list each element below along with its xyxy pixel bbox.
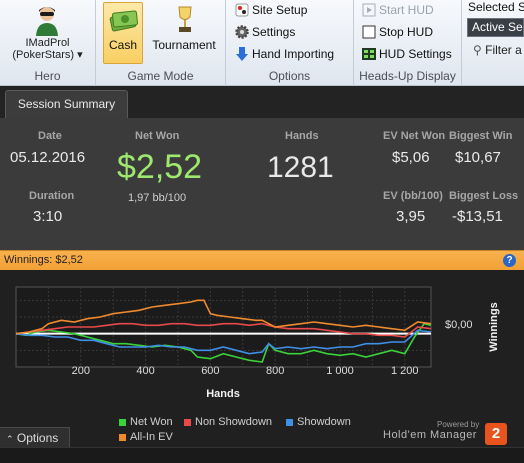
settings-label: Settings: [252, 25, 296, 39]
filter-icon: ⚲: [473, 43, 482, 57]
ev-bb-label: EV (bb/100): [383, 190, 443, 202]
money-icon: [109, 10, 138, 32]
start-hud-icon: [362, 3, 376, 17]
legend-net-won[interactable]: Net Won: [130, 416, 173, 428]
net-won-label: Net Won: [135, 130, 180, 142]
hud-settings-label: HUD Settings: [379, 47, 452, 61]
tab-strip: Session Summary: [0, 86, 524, 118]
legend-swatch-net-won: [119, 419, 126, 426]
x-tick-label: 1 200: [391, 365, 419, 377]
legend-showdown[interactable]: Showdown: [297, 416, 351, 428]
tab-session-summary[interactable]: Session Summary: [5, 90, 128, 118]
hero-selector[interactable]: IMadProl (PokerStars) ▾: [2, 37, 93, 61]
legend-swatch-all-in-ev: [119, 434, 126, 441]
stop-hud-label: Stop HUD: [379, 25, 434, 39]
game-mode-group-label: Game Mode: [127, 69, 194, 83]
biggest-loss-label: Biggest Loss: [449, 190, 519, 202]
ev-bb-value: 3,95: [396, 208, 426, 225]
winnings-bar: Winnings: $2,52 ?: [0, 250, 524, 270]
bb-per-100-value: 1,97 bb/100: [128, 192, 187, 204]
hand-importing-label: Hand Importing: [252, 47, 335, 61]
cash-button-label: Cash: [108, 38, 137, 52]
x-tick-label: 200: [72, 365, 90, 377]
ribbon-toolbar: IMadProl (PokerStars) ▾ Hero Cash Tourna…: [0, 0, 524, 86]
hands-label: Hands: [285, 130, 319, 142]
series-line-all-in-ev: [15, 299, 432, 335]
options-group-label: Options: [268, 69, 311, 83]
help-icon[interactable]: ?: [503, 254, 516, 267]
tournament-button[interactable]: Tournament: [148, 2, 220, 64]
hero-site: (PokerStars): [12, 49, 75, 61]
options-label: Options: [16, 431, 59, 445]
net-won-value: $2,52: [117, 148, 203, 186]
legend-non-showdown[interactable]: Non Showdown: [195, 416, 273, 428]
brand-logo-icon: 2: [485, 423, 507, 445]
duration-value: 3:10: [33, 208, 63, 225]
filter-button[interactable]: ⚲ Filter a: [473, 43, 522, 57]
site-setup-label: Site Setup: [252, 3, 308, 17]
series-line-showdown: [15, 329, 432, 355]
hud-settings-icon: [362, 48, 376, 60]
ev-net-won-value: $5,06: [392, 149, 430, 166]
session-summary-panel: Date 05.12.2016 Duration 3:10 Net Won $2…: [0, 118, 524, 250]
powered-by-text: Powered by: [437, 420, 480, 429]
date-value: 05.12.2016: [10, 149, 86, 166]
series-line-non-showdown: [15, 322, 432, 338]
series-line-net-won: [15, 322, 432, 363]
session-selector[interactable]: Active Ses: [467, 18, 524, 37]
filter-label: Filter a: [485, 43, 522, 57]
x-tick-label: 1 000: [326, 365, 354, 377]
selected-session-title: Selected Se: [468, 0, 524, 14]
legend-swatch-showdown: [286, 419, 293, 426]
avatar-icon[interactable]: [34, 4, 60, 36]
ev-net-won-label: EV Net Won: [383, 130, 446, 142]
hud-group-label: Heads-Up Display: [359, 69, 456, 83]
winnings-chart: 200 400 600 800 1 000 1 200 $0,00 Winnings Ha…: [15, 286, 500, 400]
import-arrow-icon: [236, 47, 248, 61]
gear-icon: [235, 25, 249, 39]
stop-hud-icon: [362, 25, 376, 39]
biggest-win-value: $10,67: [455, 149, 501, 166]
hud-group: Start HUD Stop HUD HUD Settings Heads-Up…: [354, 0, 462, 86]
date-label: Date: [38, 130, 62, 142]
biggest-win-label: Biggest Win: [449, 130, 513, 142]
hero-name: IMadProl: [25, 37, 70, 49]
legend-swatch-non-showdown: [184, 419, 191, 426]
y-tick-label: $0,00: [445, 319, 473, 331]
brand-name: Hold'em Manager: [383, 429, 477, 441]
hands-value: 1281: [267, 151, 334, 184]
duration-label: Duration: [29, 190, 75, 202]
chevron-down-icon[interactable]: ▾: [77, 49, 83, 61]
options-toggle[interactable]: ⌃ Options: [0, 427, 70, 447]
chevron-up-icon: ⌃: [6, 434, 14, 444]
y-axis-label: Winnings: [488, 302, 500, 351]
options-group: Site Setup Settings Hand Importing Optio…: [226, 0, 354, 86]
start-hud-label: Start HUD: [379, 3, 434, 17]
cash-button[interactable]: Cash: [103, 2, 143, 64]
x-tick-label: 600: [201, 365, 219, 377]
hero-group-label: Hero: [34, 69, 61, 83]
hero-group: IMadProl (PokerStars) ▾ Hero: [0, 0, 96, 86]
game-mode-group: Cash Tournament Game Mode: [96, 0, 226, 86]
tournament-button-label: Tournament: [152, 38, 216, 52]
biggest-loss-value: -$13,51: [452, 208, 503, 225]
x-axis-label: Hands: [206, 388, 240, 400]
winnings-bar-text: Winnings: $2,52: [4, 254, 83, 266]
status-bar: [0, 447, 524, 463]
trophy-icon: [178, 6, 192, 32]
site-setup-icon: [235, 3, 249, 17]
x-tick-label: 800: [266, 365, 284, 377]
legend-all-in-ev[interactable]: All-In EV: [130, 431, 173, 443]
x-tick-label: 400: [136, 365, 154, 377]
